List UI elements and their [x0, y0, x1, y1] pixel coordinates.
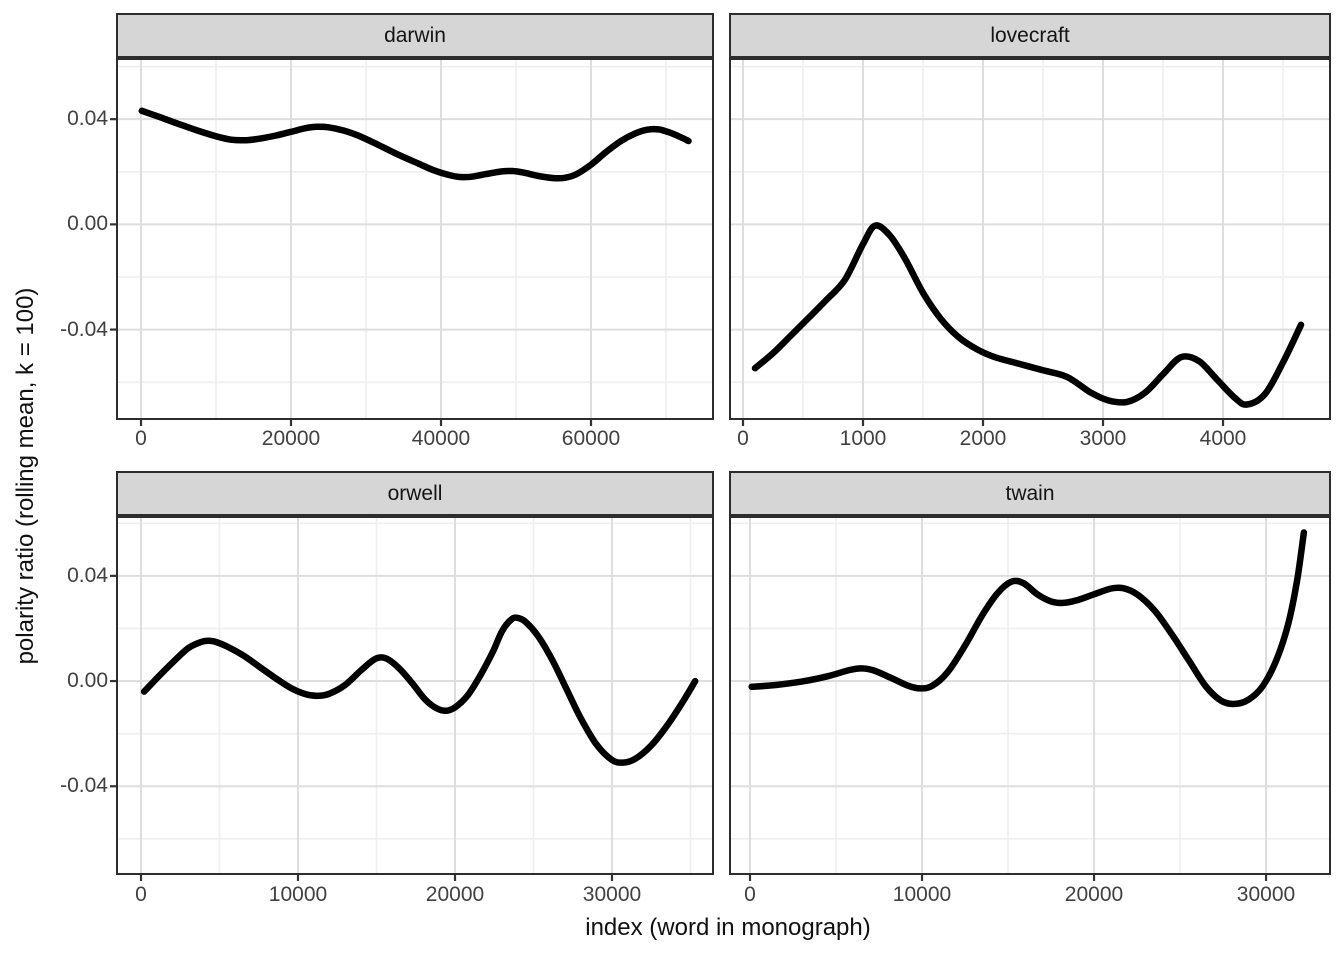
- line-chart-orwell: [110, 518, 712, 881]
- x-axis-twain: 0 10000 20000 30000: [731, 882, 1329, 908]
- x-tick-label: 1000: [839, 427, 887, 450]
- x-axis-lovecraft: 0 1000 2000 3000 4000: [731, 426, 1329, 452]
- x-tick-label: 20000: [425, 883, 485, 906]
- y-axis: 0.04 0.00 -0.04 0.04 0.00 -0.04: [0, 0, 112, 960]
- facet-label: darwin: [384, 24, 446, 47]
- facet-strip-orwell: orwell: [116, 471, 714, 516]
- plot-panel-orwell: [110, 516, 714, 881]
- facet-strip-darwin: darwin: [116, 13, 714, 58]
- y-tick-label: 0.04: [67, 107, 108, 131]
- y-tick-label: -0.04: [60, 774, 108, 798]
- x-tick-label: 10000: [892, 883, 952, 906]
- x-tick-label: 0: [135, 883, 147, 906]
- x-tick-label: 4000: [1199, 427, 1247, 450]
- x-axis-orwell: 0 10000 20000 30000: [118, 882, 712, 908]
- x-tick-label: 0: [744, 883, 756, 906]
- x-tick-label: 30000: [582, 883, 642, 906]
- facet-strip-lovecraft: lovecraft: [729, 13, 1331, 58]
- facet-strip-twain: twain: [729, 471, 1331, 516]
- facet-label: orwell: [387, 482, 443, 505]
- x-axis-darwin: 0 20000 40000 60000: [118, 426, 712, 452]
- plot-panel-twain: [729, 516, 1331, 881]
- x-tick-label: 2000: [959, 427, 1007, 450]
- facet-label: lovecraft: [990, 24, 1070, 47]
- x-tick-label: 20000: [1064, 883, 1124, 906]
- x-tick-label: 30000: [1236, 883, 1296, 906]
- y-tick-label: 0.04: [67, 563, 108, 587]
- plot-panel-lovecraft: [729, 58, 1331, 426]
- x-tick-label: 3000: [1079, 427, 1127, 450]
- x-tick-label: 20000: [261, 427, 321, 450]
- x-axis-title: index (word in monograph): [585, 914, 871, 941]
- y-axis-title: polarity ratio (rolling mean, k = 100): [12, 287, 39, 665]
- line-chart-lovecraft: [731, 60, 1329, 426]
- x-tick-label: 0: [135, 427, 147, 450]
- x-tick-label: 10000: [268, 883, 328, 906]
- y-tick-label: -0.04: [60, 317, 108, 341]
- x-tick-label: 40000: [411, 427, 471, 450]
- y-tick-label: 0.00: [67, 212, 108, 236]
- y-tick-label: 0.00: [67, 669, 108, 693]
- x-tick-label: 60000: [561, 427, 621, 450]
- facet-label: twain: [1005, 482, 1055, 505]
- plot-panel-darwin: [110, 58, 714, 426]
- x-tick-label: 0: [737, 427, 749, 450]
- line-chart-darwin: [110, 60, 712, 426]
- line-chart-twain: [731, 518, 1329, 881]
